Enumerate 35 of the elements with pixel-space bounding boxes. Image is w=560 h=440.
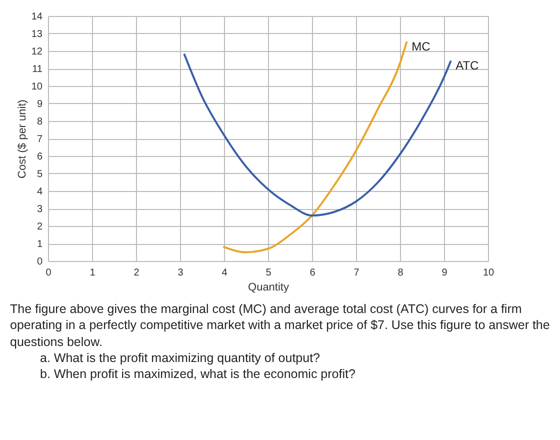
x-tick-label: 3 bbox=[178, 268, 184, 278]
x-tick-label: 1 bbox=[90, 268, 96, 278]
y-tick-label: 13 bbox=[31, 29, 43, 40]
y-tick-label: 14 bbox=[31, 12, 43, 22]
y-tick-label: 11 bbox=[32, 64, 43, 75]
y-tick-label: 4 bbox=[36, 186, 43, 198]
x-tick-label: 6 bbox=[310, 268, 316, 278]
y-axis-title: Cost ($ per unit) bbox=[16, 100, 28, 178]
series-label: ATC bbox=[456, 58, 480, 72]
text: a. What is the profit maximizing quantity of output? bbox=[39, 350, 321, 366]
y-tick-label: 2 bbox=[36, 222, 43, 232]
y-tick-label: 6 bbox=[36, 152, 43, 162]
x-tick-label: 7 bbox=[354, 268, 360, 278]
series-label: MC bbox=[412, 39, 431, 54]
text: The figure above gives the marginal cost (MC) and average total cost (ATC) curves for a firm operating in a perfectly competitive market with a market price of $7. Use this figure to answer the questions below. bbox=[10, 301, 550, 350]
line-series bbox=[223, 41, 408, 254]
text: b. When profit is maximized, what is the economic profit? bbox=[39, 366, 356, 382]
x-tick-label: 8 bbox=[398, 268, 404, 278]
x-tick-label: 5 bbox=[266, 268, 272, 278]
y-tick-label: 7 bbox=[36, 134, 43, 145]
y-tick-label: 12 bbox=[31, 46, 43, 58]
y-tick-label: 8 bbox=[36, 116, 43, 128]
y-tick-label: 9 bbox=[36, 99, 43, 110]
x-tick-label: 2 bbox=[134, 268, 140, 278]
x-axis-title: Quantity bbox=[248, 282, 290, 294]
x-tick-label: 9 bbox=[442, 268, 448, 278]
x-tick-label: 0 bbox=[46, 268, 52, 278]
line-series bbox=[183, 54, 452, 216]
x-tick-label: 10 bbox=[482, 268, 494, 278]
y-tick-label: 0 bbox=[36, 256, 43, 268]
x-tick-label: 4 bbox=[222, 268, 228, 278]
y-tick-label: 5 bbox=[36, 169, 43, 180]
y-tick-label: 3 bbox=[36, 204, 43, 215]
y-tick-label: 10 bbox=[31, 82, 43, 92]
y-tick-label: 1 bbox=[36, 239, 43, 250]
